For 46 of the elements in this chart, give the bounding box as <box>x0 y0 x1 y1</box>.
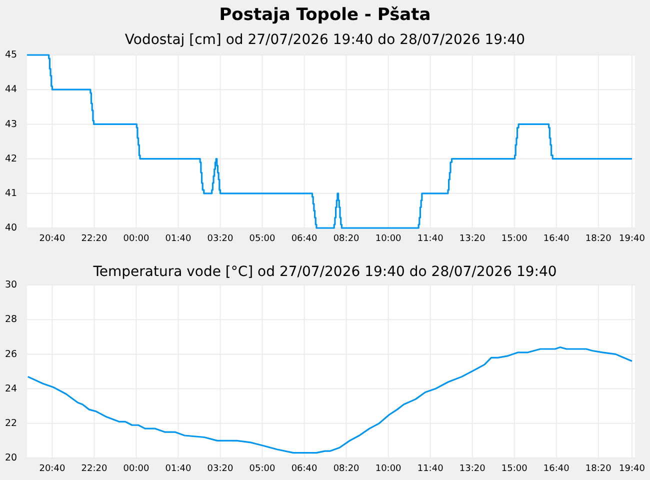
x-tick-label: 05:00 <box>249 234 276 244</box>
x-tick-label: 18:20 <box>585 464 612 474</box>
y-tick-label: 40 <box>5 222 18 234</box>
x-tick-label: 06:40 <box>291 234 318 244</box>
chart-title: Postaja Topole - Pšata <box>219 5 431 25</box>
x-tick-label: 16:40 <box>543 464 570 474</box>
x-tick-label: 08:20 <box>333 464 360 474</box>
x-tick-label: 00:00 <box>123 464 150 474</box>
x-tick-label: 13:20 <box>459 234 486 244</box>
y-tick-label: 42 <box>5 153 18 164</box>
y-tick-label: 43 <box>5 118 18 130</box>
x-tick-label: 18:20 <box>585 234 612 244</box>
y-tick-label: 22 <box>5 418 18 430</box>
x-tick-label: 10:00 <box>375 234 402 244</box>
x-tick-label: 06:40 <box>291 464 318 474</box>
x-tick-label: 08:20 <box>333 234 360 244</box>
x-tick-label: 19:40 <box>619 234 646 244</box>
x-tick-label: 11:40 <box>417 464 444 474</box>
x-tick-label: 01:40 <box>165 234 192 244</box>
x-tick-label: 20:40 <box>39 234 66 244</box>
x-tick-label: 01:40 <box>165 464 192 474</box>
x-tick-label: 11:40 <box>417 234 444 244</box>
x-tick-label: 19:40 <box>619 464 646 474</box>
x-tick-label: 16:40 <box>543 234 570 244</box>
x-tick-label: 05:00 <box>249 464 276 474</box>
x-tick-label: 03:20 <box>207 464 234 474</box>
x-tick-label: 22:20 <box>81 464 108 474</box>
x-tick-label: 15:00 <box>501 464 528 474</box>
line-series <box>27 346 633 454</box>
chart-subtitle: Vodostaj [cm] od 27/07/2026 19:40 do 28/07/2026 19:40 <box>124 32 526 48</box>
y-tick-label: 45 <box>5 50 18 61</box>
x-tick-label: 20:40 <box>39 464 66 474</box>
y-tick-label: 20 <box>5 452 18 464</box>
chart-title: Temperatura vode [°C] od 27/07/2026 19:40 do 28/07/2026 19:40 <box>92 264 557 280</box>
y-tick-label: 44 <box>5 84 18 96</box>
x-tick-label: 15:00 <box>501 234 528 244</box>
x-tick-label: 10:00 <box>375 464 402 474</box>
y-tick-label: 30 <box>5 280 18 291</box>
x-tick-label: 03:20 <box>207 234 234 244</box>
x-tick-label: 13:20 <box>459 464 486 474</box>
y-tick-label: 41 <box>5 188 18 200</box>
x-tick-label: 00:00 <box>123 234 150 244</box>
y-tick-label: 28 <box>5 314 18 326</box>
x-tick-label: 22:20 <box>81 234 108 244</box>
y-tick-label: 24 <box>5 383 18 394</box>
y-tick-label: 26 <box>5 348 18 360</box>
